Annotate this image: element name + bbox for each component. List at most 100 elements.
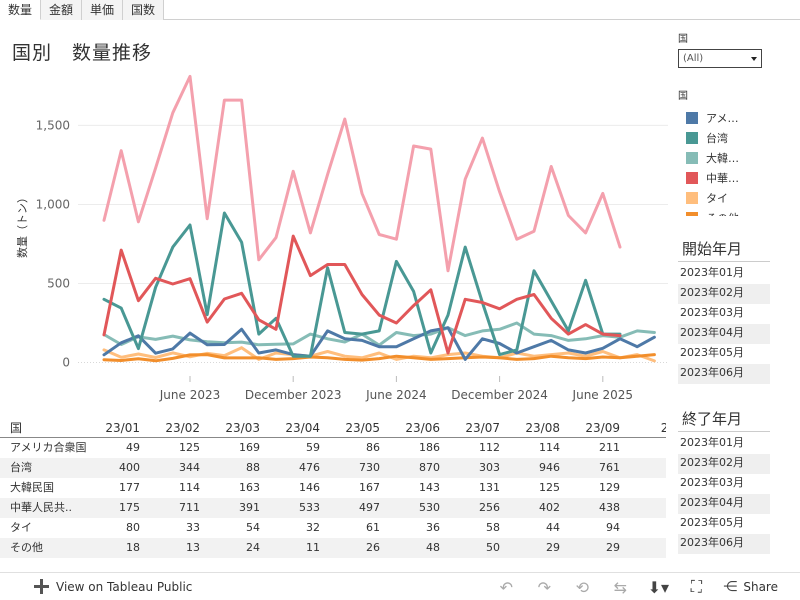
column-header: 23/09: [585, 421, 620, 435]
legend-label: 中華…: [706, 172, 739, 185]
month-option[interactable]: 2023年05月: [680, 516, 744, 529]
table-cell: 169: [239, 441, 260, 454]
table-cell: 256: [479, 501, 500, 514]
table-cell: 211: [599, 441, 620, 454]
chevron-down-icon: [751, 57, 757, 61]
x-tick-label: June 2024: [365, 388, 427, 402]
month-option[interactable]: 2023年01月: [680, 436, 744, 449]
month-option[interactable]: 2023年06月: [678, 364, 770, 384]
month-option[interactable]: 2023年02月: [678, 284, 770, 304]
page-title: 国別 数量推移: [12, 42, 153, 64]
tab-3[interactable]: 国数: [123, 0, 165, 20]
table-cell: 86: [366, 441, 380, 454]
sheet-tabs: 数量 金額 単価 国数: [0, 0, 800, 20]
legend-swatch: [686, 172, 698, 184]
table-cell: 870: [419, 461, 440, 474]
table-row: アメリカ合衆国 49 125 169 59 86 186 112 114 211 ·: [0, 438, 666, 458]
legend-swatch: [686, 192, 698, 204]
legend-item[interactable]: 中華…: [678, 168, 800, 188]
refresh-icon[interactable]: ⇆: [613, 577, 628, 597]
table-cell: [630, 518, 666, 538]
table-cell: 29: [546, 541, 560, 554]
view-on-tableau-link[interactable]: View on Tableau Public: [34, 579, 192, 594]
table-row: 中華人民共.. 175 711 391 533 497 530 256 402 438 2: [0, 498, 666, 518]
redo-icon[interactable]: ↷: [537, 577, 552, 597]
table-cell: 94: [606, 521, 620, 534]
end-month-title: 終了年月: [678, 406, 770, 432]
quantity-line-chart: 0 500 1,000 1,500 数量（トン） June 2023 December 20…: [16, 74, 668, 402]
month-option[interactable]: 2023年05月: [680, 346, 744, 359]
table-cell: 26: [366, 541, 380, 554]
legend-item[interactable]: その他: [678, 208, 800, 216]
table-cell: 476: [299, 461, 320, 474]
revert-icon[interactable]: ⟲: [575, 577, 590, 597]
table-cell: 167: [359, 481, 380, 494]
table-cell: 29: [606, 541, 620, 554]
fullscreen-icon[interactable]: ⛶: [690, 577, 702, 596]
table-cell: 533: [299, 501, 320, 514]
y-axis-label: 数量（トン）: [16, 192, 29, 258]
country-filter-select[interactable]: (All): [678, 49, 762, 68]
country-filter-label: 国: [678, 34, 688, 45]
table-row: 台湾 400 344 88 476 730 870 303 946 761 18: [0, 458, 666, 478]
legend-item[interactable]: アメ…: [678, 108, 800, 128]
row-label: その他: [10, 541, 43, 554]
tab-1[interactable]: 金額: [41, 0, 83, 20]
series-line: [102, 321, 656, 347]
column-header: 23/07: [465, 421, 500, 435]
table-corner-label: 国: [10, 421, 23, 435]
row-label: 台湾: [10, 461, 32, 474]
column-header: 23/02: [165, 421, 200, 435]
table-cell: 129: [599, 481, 620, 494]
table-cell: 711: [179, 501, 200, 514]
month-option[interactable]: 2023年04月: [678, 494, 770, 514]
tab-2[interactable]: 単価: [82, 0, 124, 20]
table-cell: 58: [486, 521, 500, 534]
legend-item[interactable]: 台湾: [678, 128, 800, 148]
series-line: [102, 353, 656, 363]
month-option[interactable]: 2023年04月: [678, 324, 770, 344]
tableau-logo-icon: [34, 579, 49, 594]
legend-item[interactable]: タイ: [678, 188, 800, 208]
legend-label: 大韓…: [706, 152, 739, 165]
table-cell: 88: [246, 461, 260, 474]
tab-0[interactable]: 数量: [0, 0, 42, 20]
table-cell: 730: [359, 461, 380, 474]
table-cell: 59: [306, 441, 320, 454]
series-line: [102, 234, 622, 355]
month-option[interactable]: 2023年06月: [678, 534, 770, 554]
table-cell: 125: [539, 481, 560, 494]
table-cell: 13: [186, 541, 200, 554]
table-cell: 24: [246, 541, 260, 554]
table-cell: ·: [630, 538, 666, 558]
x-tick-label: June 2023: [159, 388, 221, 402]
table-cell: 163: [239, 481, 260, 494]
footer-tools: ↶ ↷ ⟲ ⇆ ⬇▾ ⛶ ⋲ Share: [487, 573, 800, 600]
legend-item[interactable]: 大韓…: [678, 148, 800, 168]
data-table: 国 23/01 23/02 23/03 23/04 23/05 23/06 23/07 23/0…: [0, 418, 666, 560]
row-label: タイ: [10, 521, 32, 534]
month-option[interactable]: 2023年02月: [678, 454, 770, 474]
month-option[interactable]: 2023年01月: [680, 266, 744, 279]
country-filter-value: (All): [683, 53, 704, 64]
table-cell: 391: [239, 501, 260, 514]
download-icon[interactable]: ⬇▾: [647, 577, 670, 597]
share-icon: ⋲: [723, 579, 738, 595]
column-header: 23/04: [285, 421, 320, 435]
table-cell: 761: [599, 461, 620, 474]
table-cell: 402: [539, 501, 560, 514]
table-cell: 530: [419, 501, 440, 514]
table-cell: 50: [486, 541, 500, 554]
month-option[interactable]: 2023年03月: [680, 306, 744, 319]
legend-title: 国: [678, 91, 688, 102]
table-cell: 33: [186, 521, 200, 534]
table-cell: 177: [119, 481, 140, 494]
undo-icon[interactable]: ↶: [499, 577, 514, 597]
share-button[interactable]: ⋲ Share: [715, 579, 800, 595]
month-option[interactable]: 2023年03月: [680, 476, 744, 489]
table-cell: 143: [419, 481, 440, 494]
y-tick-label: 500: [47, 276, 70, 290]
legend-swatch: [686, 152, 698, 164]
